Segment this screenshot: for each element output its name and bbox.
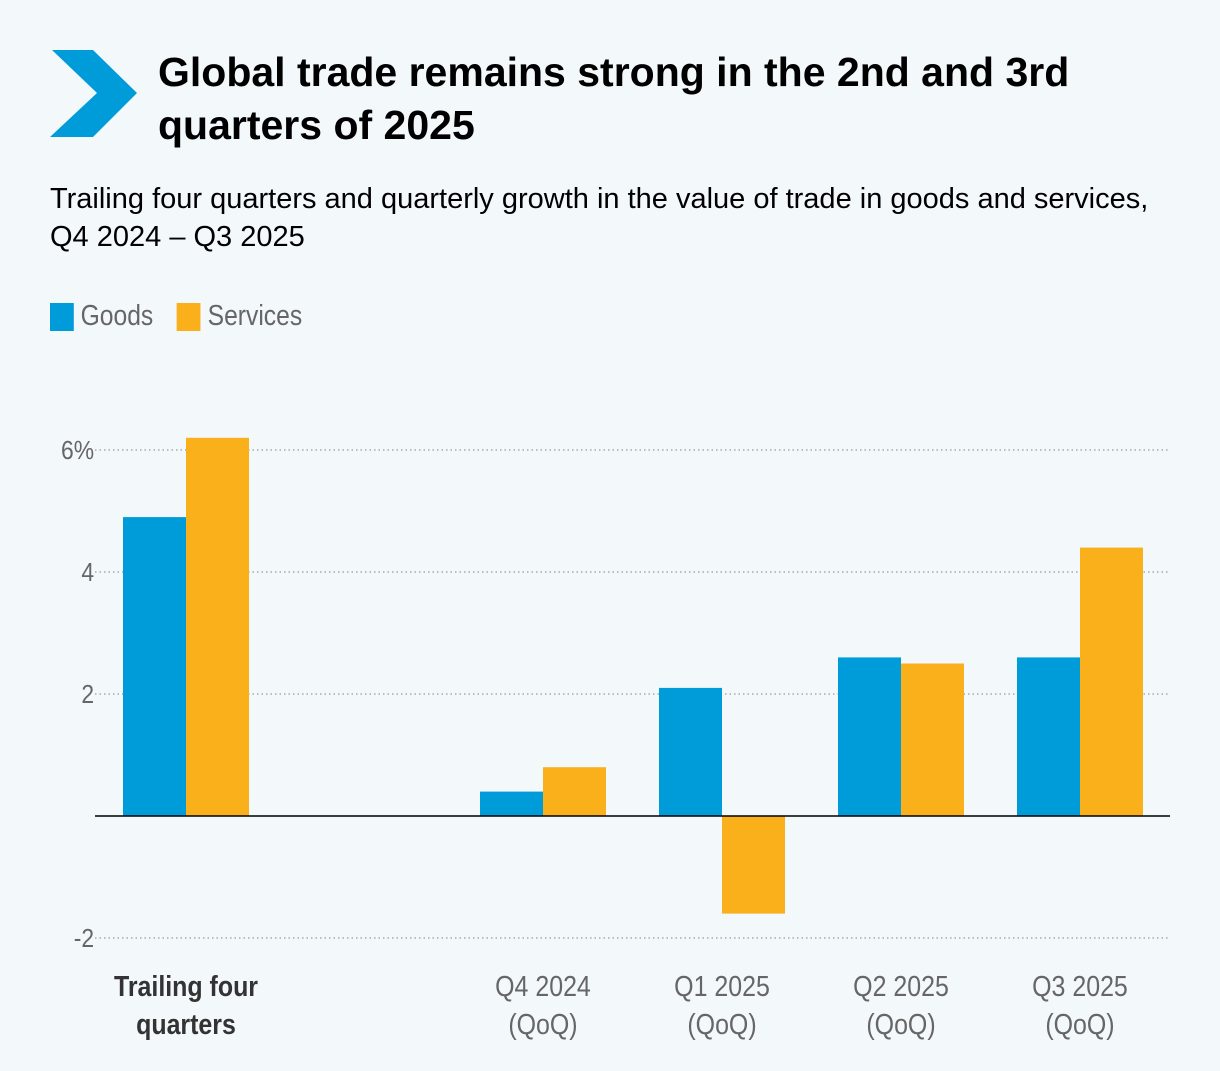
bar-services xyxy=(1080,547,1143,816)
x-tick-label: Trailing four xyxy=(114,970,258,1002)
bar-goods xyxy=(1017,657,1080,816)
x-tick-label: (QoQ) xyxy=(1045,1008,1114,1040)
x-tick-label: (QoQ) xyxy=(687,1008,756,1040)
chart-title: Global trade remains strong in the 2nd a… xyxy=(158,49,1070,148)
x-tick-label: Q4 2024 xyxy=(495,970,591,1002)
legend-label-services: Services xyxy=(207,300,303,332)
x-tick-label: (QoQ) xyxy=(866,1008,935,1040)
legend-item-services: Services xyxy=(177,300,302,333)
x-tick-label: Q1 2025 xyxy=(674,970,770,1002)
bar-goods xyxy=(480,791,543,816)
legend-item-goods: Goods xyxy=(50,300,153,333)
bar-services xyxy=(186,437,249,816)
bar-services xyxy=(543,767,606,816)
bar-goods xyxy=(123,517,186,816)
x-tick-label: quarters xyxy=(136,1008,236,1040)
legend-swatch-goods xyxy=(50,302,74,331)
bar-services xyxy=(722,816,785,914)
chart-subtitle: Trailing four quarters and quarterly gro… xyxy=(50,183,1149,253)
legend-swatch-services xyxy=(177,302,201,331)
y-tick-label: 2 xyxy=(81,681,94,710)
x-tick-label: Q2 2025 xyxy=(853,970,949,1002)
y-tick-label: -2 xyxy=(74,925,94,954)
x-tick-label: Q3 2025 xyxy=(1032,970,1128,1002)
bar-services xyxy=(901,663,964,816)
x-tick-label: (QoQ) xyxy=(508,1008,577,1040)
legend: Goods Services xyxy=(50,300,326,333)
legend-label-goods: Goods xyxy=(80,300,154,332)
y-tick-label: 4 xyxy=(81,559,94,588)
chevron-logo-icon xyxy=(50,50,137,137)
y-tick-label: 6% xyxy=(61,437,94,466)
bar-goods xyxy=(659,687,722,816)
bar-goods xyxy=(838,657,901,816)
